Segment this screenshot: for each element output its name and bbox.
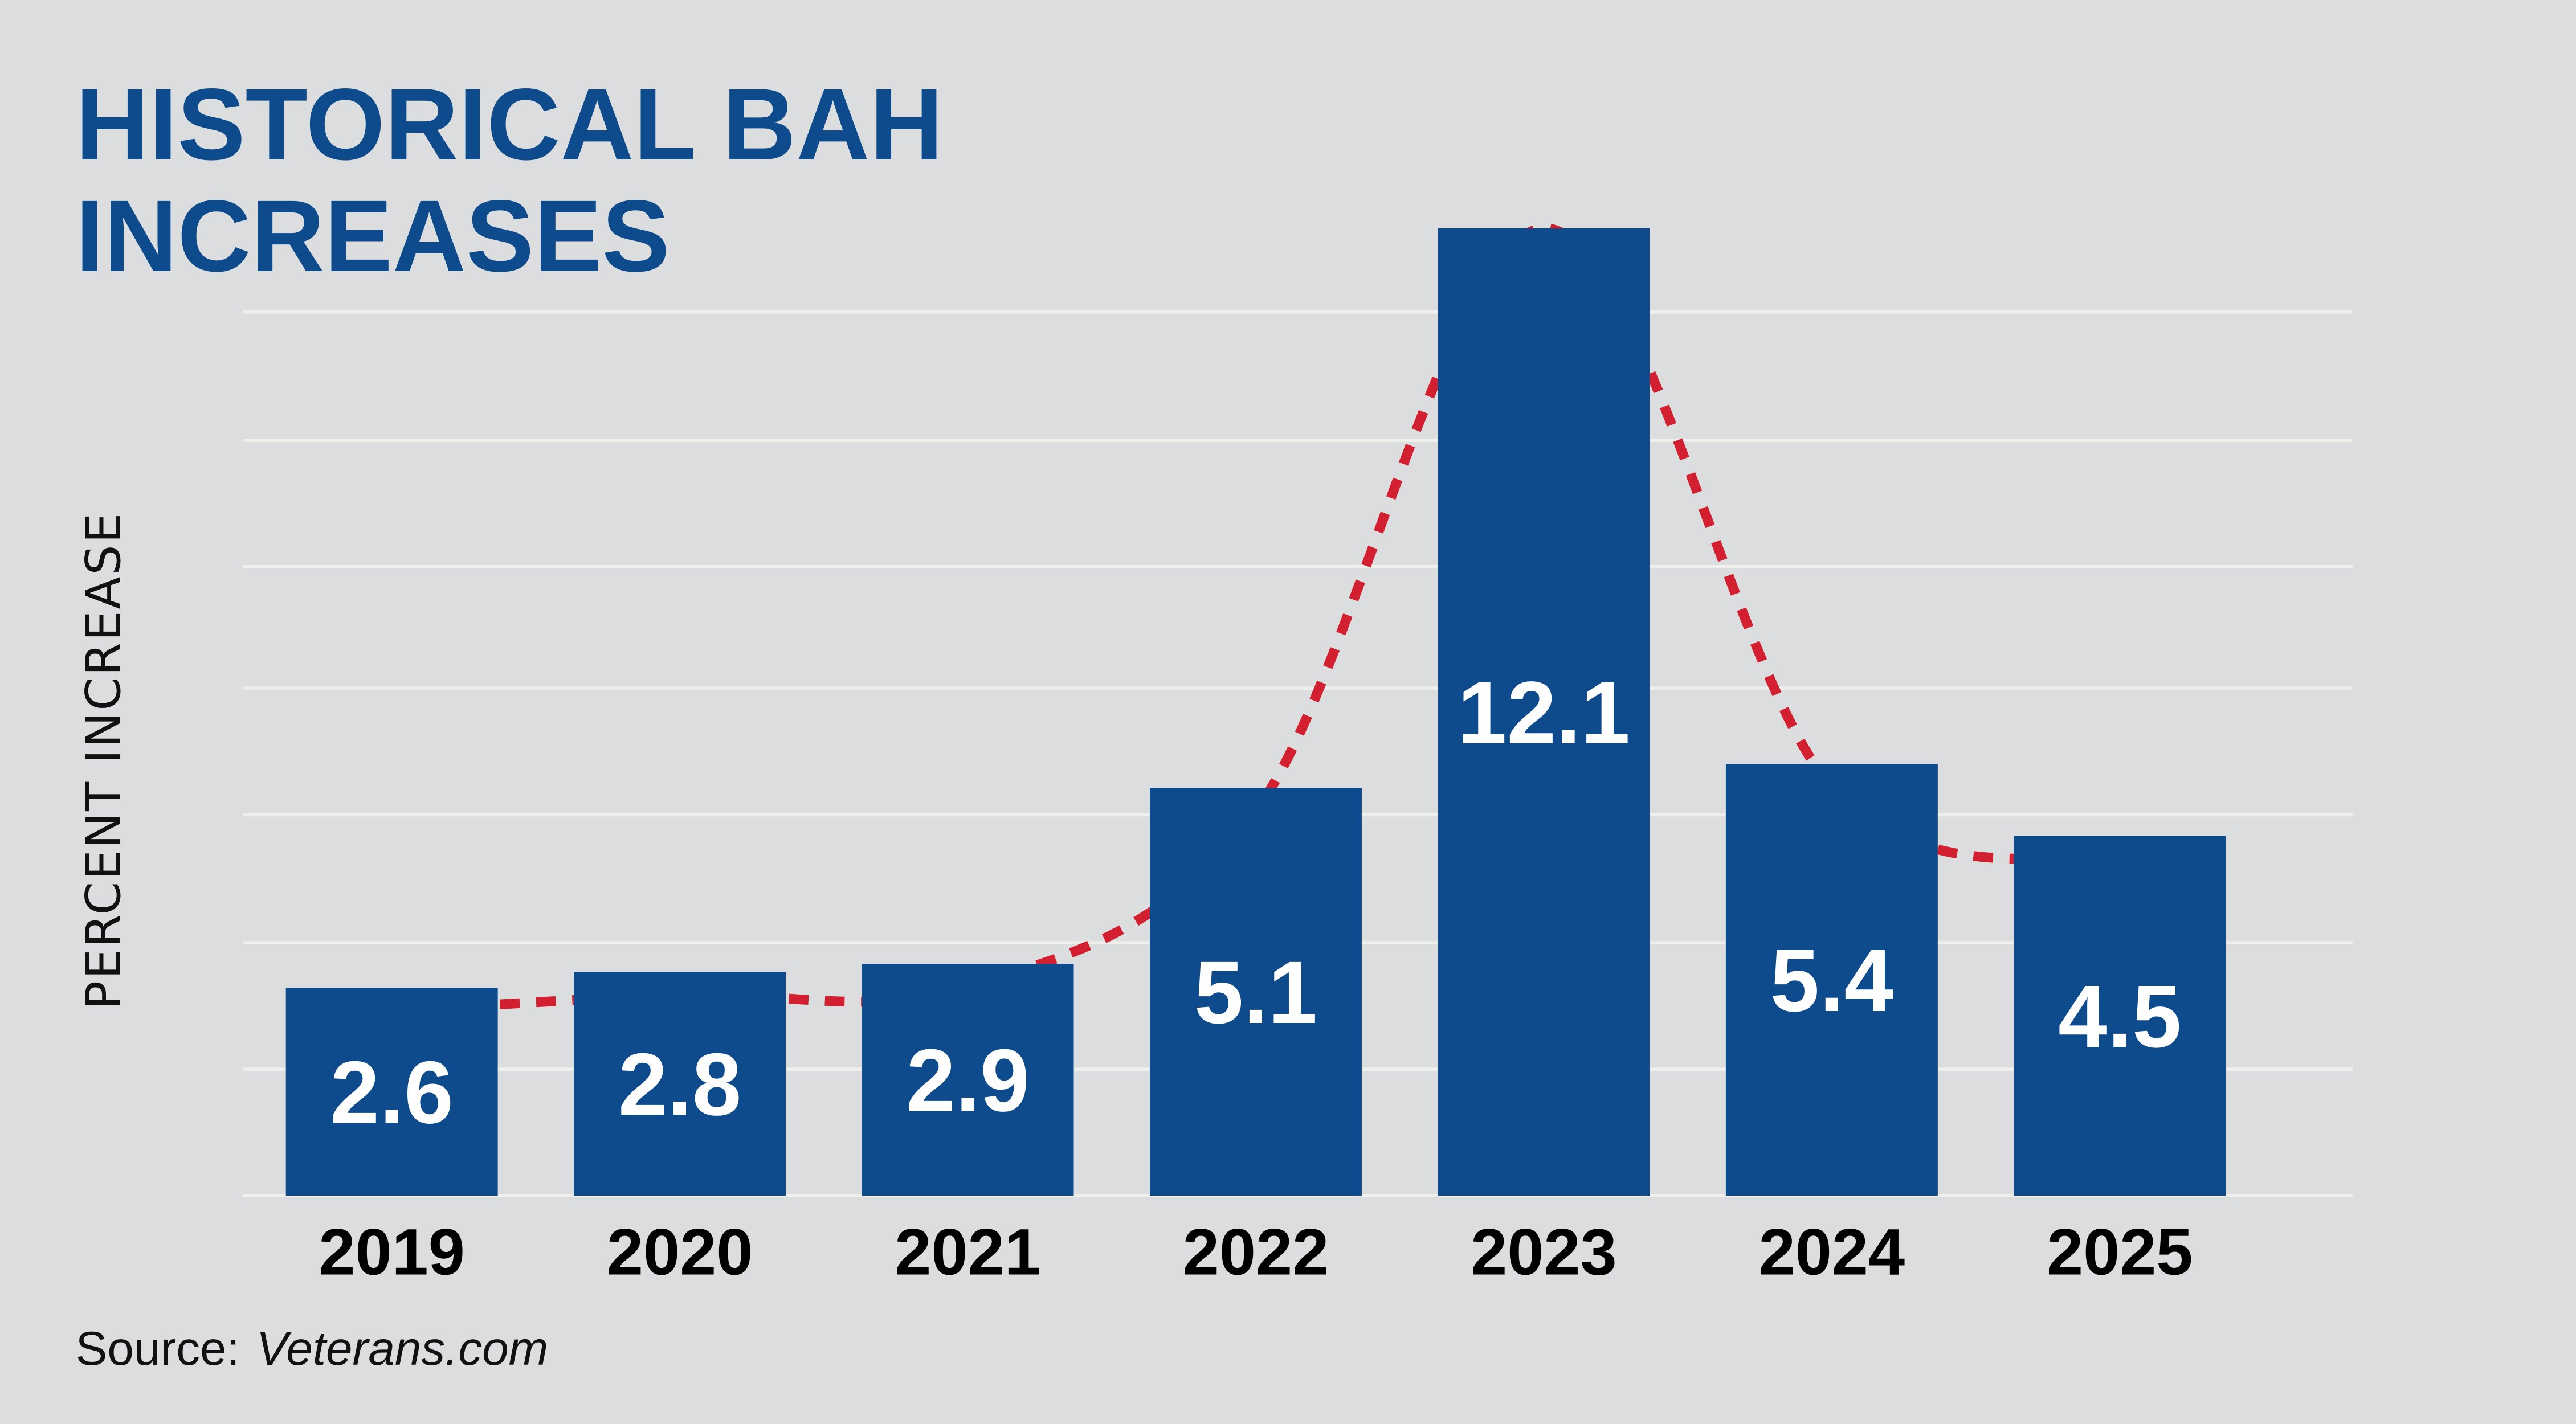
bar-2022 xyxy=(1150,788,1362,1196)
bar-2023 xyxy=(1438,228,1650,1196)
bar-2025 xyxy=(2014,836,2226,1196)
chart-title-line-1: HISTORICAL BAH xyxy=(76,67,944,181)
value-label: 2.9 xyxy=(906,1030,1029,1130)
x-tick-label: 2024 xyxy=(1759,1216,1905,1289)
bar-2024 xyxy=(1725,764,1938,1196)
value-labels: 2.6 2.8 2.9 5.1 12.1 5.4 4.5 xyxy=(330,663,2181,1142)
bar-2020 xyxy=(574,972,786,1196)
value-label: 5.4 xyxy=(1770,931,1893,1030)
value-label: 12.1 xyxy=(1458,663,1630,762)
x-tick-label: 2019 xyxy=(319,1216,465,1289)
bars xyxy=(285,228,2226,1196)
x-tick-label: 2021 xyxy=(895,1216,1041,1289)
value-label: 5.1 xyxy=(1194,943,1317,1042)
x-tick-label: 2022 xyxy=(1183,1216,1329,1289)
x-tick-label: 2025 xyxy=(2047,1216,2193,1289)
y-axis-label: PERCENT INCREASE xyxy=(75,512,131,1009)
bar-2021 xyxy=(862,964,1074,1196)
x-tick-labels: 2019 2020 2021 2022 2023 2024 2025 xyxy=(319,1216,2193,1289)
x-tick-label: 2023 xyxy=(1471,1216,1617,1289)
value-label: 4.5 xyxy=(2058,967,2181,1066)
source-note: Source: Veterans.com xyxy=(76,1321,549,1375)
chart-title-line-2: INCREASES xyxy=(76,179,670,293)
source-label: Source: xyxy=(76,1321,240,1375)
x-tick-label: 2020 xyxy=(607,1216,753,1289)
value-label: 2.6 xyxy=(330,1042,453,1141)
bar-2019 xyxy=(285,988,498,1196)
source-name: Veterans.com xyxy=(256,1321,549,1375)
value-label: 2.8 xyxy=(618,1034,741,1134)
